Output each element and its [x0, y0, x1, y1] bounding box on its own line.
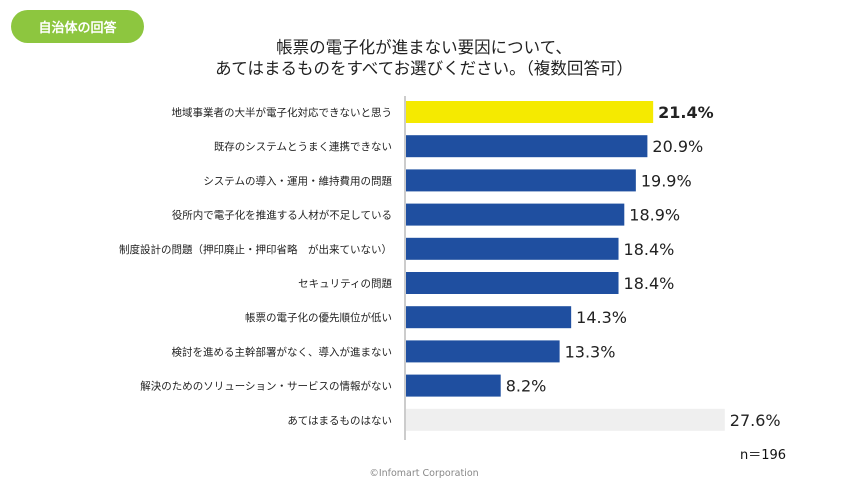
bar-4 [406, 237, 619, 260]
bar-8 [406, 374, 501, 397]
value-label-3: 18.9% [629, 206, 680, 225]
category-label-1: 既存のシステムとうまく連携できない [214, 140, 392, 153]
bar-2 [406, 169, 636, 192]
bar-6 [406, 306, 572, 329]
sample-size-label: n＝196 [740, 448, 787, 463]
chart-title-line-1: 帳票の電子化が進まない要因について、 [276, 38, 572, 57]
category-label-4: 制度設計の問題（押印廃止・押印省略 が出来ていない） [119, 243, 392, 256]
bar-0 [406, 101, 654, 123]
category-label-8: 解決のためのソリューション・サービスの情報がない [140, 380, 392, 393]
category-label-2: システムの導入・運用・維持費用の問題 [203, 174, 392, 187]
bar-7 [406, 340, 560, 363]
bar-3 [406, 203, 625, 226]
value-label-6: 14.3% [576, 308, 627, 327]
value-label-5: 18.4% [624, 274, 675, 293]
value-label-4: 18.4% [624, 240, 675, 259]
category-label-7: 検討を進める主幹部署がなく、導入が進まない [172, 345, 393, 358]
bar-1 [406, 135, 648, 158]
badge-label: 自治体の回答 [38, 21, 117, 36]
bar-9 [406, 408, 725, 431]
value-label-8: 8.2% [506, 377, 547, 396]
value-label-1: 20.9% [652, 137, 703, 156]
copyright-text: ©Infomart Corporation [369, 468, 479, 479]
value-label-7: 13.3% [565, 342, 616, 361]
chart-title: 帳票の電子化が進まない要因について、 あてはまるものをすべてお選びください。（複… [0, 37, 848, 79]
bar-5 [406, 272, 619, 294]
category-label-0: 地域事業者の大半が電子化対応できないと思う [172, 106, 393, 119]
category-label-5: セキュリティの問題 [298, 278, 392, 290]
chart-title-line-2: あてはまるものをすべてお選びください。（複数回答可） [215, 59, 633, 78]
respondent-badge: 自治体の回答 [11, 10, 144, 43]
value-label-9: 27.6% [730, 411, 781, 430]
value-label-2: 19.9% [641, 171, 692, 190]
category-label-3: 役所内で電子化を推進する人材が不足している [172, 209, 392, 222]
value-label-0: 21.4% [658, 103, 714, 122]
category-label-6: 帳票の電子化の優先順位が低い [245, 311, 392, 324]
category-label-9: あてはまるものはない [287, 415, 392, 427]
